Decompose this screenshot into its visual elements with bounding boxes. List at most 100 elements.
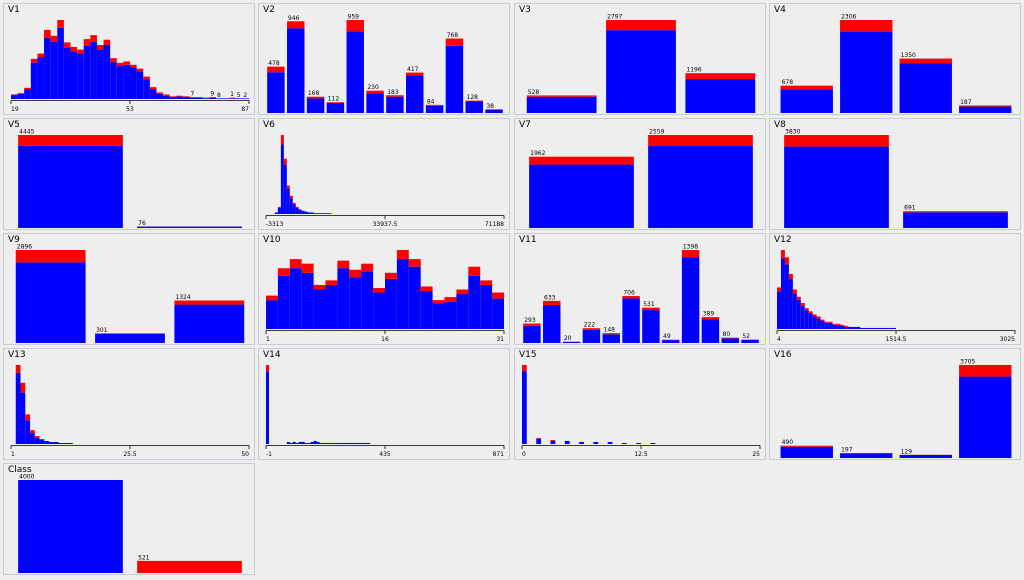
bar-segment-minority: [420, 286, 433, 292]
bar-segment-majority: [777, 291, 781, 329]
bar-segment-minority: [784, 257, 789, 265]
bar-segment-majority: [313, 289, 326, 329]
bar-segment-majority: [358, 442, 362, 444]
bar-segment-majority: [235, 98, 243, 99]
bar-segment-minority: [681, 250, 700, 258]
bar-count-label: 417: [407, 66, 419, 73]
bar-segment-majority: [636, 442, 641, 444]
bar-segment-majority: [721, 338, 739, 343]
bar-segment-majority: [349, 277, 362, 329]
bar-segment-minority: [17, 93, 25, 94]
bar-segment-majority: [373, 292, 385, 329]
bar-segment-majority: [876, 327, 881, 329]
bar-count-label: 768: [447, 32, 459, 39]
bar-segment-minority: [30, 430, 35, 434]
bar-segment-minority: [156, 92, 164, 94]
panel-title: V4: [774, 5, 786, 15]
bar-segment-minority: [480, 280, 493, 285]
bar-segment-majority: [526, 96, 597, 113]
bar-segment-majority: [44, 441, 50, 444]
bar-segment-majority: [39, 440, 45, 444]
bar-segment-majority: [49, 442, 54, 444]
bar-segment-minority: [800, 303, 805, 307]
panel-title: Class: [8, 465, 32, 475]
bar-count-label: 946: [288, 15, 300, 22]
bar-segment-minority: [298, 209, 302, 211]
panel-v11: V11 293 633 20 222 148 706 531 49 1398 389 80 52: [514, 233, 766, 345]
bar-count-label: 80: [723, 331, 731, 338]
histogram-v6: -3313 33937.5 71188: [265, 135, 505, 228]
bar-segment-majority: [406, 75, 424, 113]
bar-segment-majority: [292, 441, 296, 444]
bar-segment-minority: [468, 266, 481, 276]
bar-segment-majority: [266, 300, 278, 329]
bar-count-label: 528: [528, 89, 540, 96]
panel-v7: V7 1962 2559: [514, 118, 766, 230]
bar-segment-majority: [602, 334, 620, 343]
bar-segment-majority: [15, 372, 21, 444]
bar-segment-majority: [222, 98, 230, 99]
bar-segment-majority: [337, 442, 341, 444]
bar-segment-minority: [780, 250, 785, 259]
bar-segment-majority: [780, 89, 833, 113]
bar-count-label: 633: [544, 294, 556, 301]
bar-segment-majority: [68, 443, 73, 444]
bar-segment-majority: [340, 442, 344, 444]
bar-segment-minority: [176, 95, 183, 97]
bar-segment-majority: [17, 93, 25, 99]
bar-segment-minority: [11, 94, 18, 96]
bar-count-label: 9: [210, 91, 214, 98]
bar-segment-minority: [25, 414, 31, 421]
bar-segment-majority: [301, 210, 305, 214]
bar-segment-majority: [836, 324, 841, 329]
bar-segment-majority: [621, 442, 627, 444]
bar-segment-minority: [110, 58, 117, 63]
bar-segment-majority: [662, 340, 680, 343]
panel-v14: V14 -1 435 871: [258, 348, 510, 460]
panel-v1: V1 7 9 8 1 5 2 19 53 87: [3, 3, 255, 115]
bar-count-label: 691: [904, 205, 916, 212]
bar-segment-minority: [366, 90, 384, 94]
bar-segment-majority: [808, 313, 813, 329]
bar-segment-minority: [70, 46, 78, 52]
bar-segment-majority: [123, 64, 130, 99]
bar-segment-majority: [788, 279, 793, 329]
bar-count-label: 8: [217, 92, 221, 99]
bar-segment-minority: [832, 323, 837, 325]
bar-segment-majority: [322, 213, 326, 214]
bar-segment-majority: [343, 442, 347, 444]
bar-segment-minority: [536, 437, 542, 439]
histogram-v13: 1 25.5 50: [10, 365, 250, 458]
bar-segment-majority: [784, 264, 789, 329]
bar-segment-majority: [176, 96, 183, 99]
bar-count-label: 4000: [19, 474, 34, 481]
x-tick-label: 1: [266, 336, 270, 343]
bar-segment-majority: [864, 327, 869, 329]
histogram-v15: 0 12.5 25: [521, 365, 761, 458]
bar-segment-minority: [18, 135, 123, 146]
bar-segment-majority: [522, 371, 527, 444]
panel-title: V11: [519, 235, 537, 245]
panel-title: V8: [774, 120, 786, 130]
bar-count-label: 2559: [649, 129, 664, 136]
bar-segment-majority: [884, 327, 889, 329]
bar-segment-minority: [373, 287, 385, 293]
bar-segment-majority: [840, 453, 893, 458]
bar-segment-majority: [289, 442, 293, 444]
bar-segment-majority: [824, 322, 829, 329]
bar-segment-minority: [301, 263, 314, 273]
bar-count-label: 301: [96, 327, 108, 334]
bar-segment-minority: [784, 135, 889, 147]
x-tick-label: -1: [266, 451, 272, 458]
bar-count-label: 2: [243, 92, 247, 99]
bar-segment-minority: [123, 61, 130, 65]
bar-segment-majority: [844, 326, 849, 329]
bar-segment-majority: [328, 442, 332, 444]
bar-segment-majority: [143, 79, 150, 99]
x-tick-label: 31: [496, 336, 504, 343]
bar-segment-majority: [352, 442, 356, 444]
bar-segment-majority: [364, 442, 368, 444]
bar-segment-minority: [808, 311, 813, 314]
bar-count-label: 2306: [841, 14, 856, 21]
bar-segment-majority: [346, 442, 350, 444]
